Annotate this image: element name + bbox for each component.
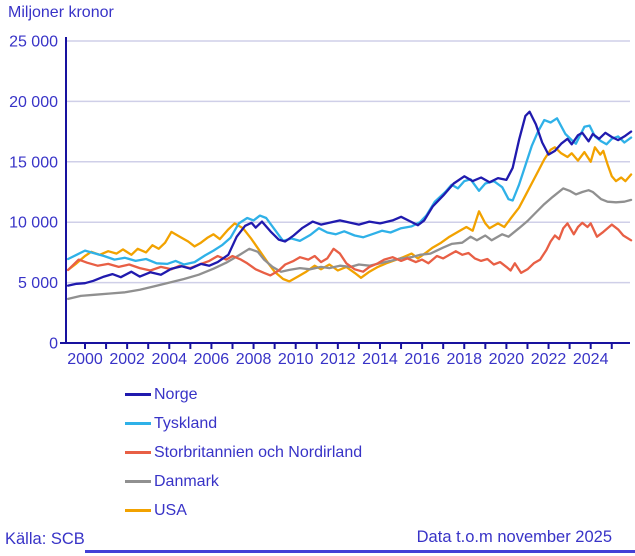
legend-label: Norge bbox=[154, 385, 198, 403]
legend-item-tyskland: Tyskland bbox=[125, 409, 362, 438]
x-tick-label: 2008 bbox=[236, 351, 272, 368]
x-tick-label: 2000 bbox=[67, 351, 103, 368]
x-tick-label: 2010 bbox=[278, 351, 314, 368]
x-tick-label: 2004 bbox=[151, 351, 187, 368]
legend-line-swatch bbox=[125, 422, 151, 425]
legend-label: Storbritannien och Nordirland bbox=[154, 443, 363, 461]
source-note: Källa: SCB bbox=[5, 530, 85, 548]
x-tick-label: 2022 bbox=[531, 351, 567, 368]
bottom-divider bbox=[85, 550, 635, 553]
chart-legend: Norge Tyskland Storbritannien och Nordir… bbox=[125, 380, 362, 525]
y-tick-label: 20 000 bbox=[9, 94, 58, 111]
legend-line-swatch bbox=[125, 393, 151, 396]
legend-line-swatch bbox=[125, 509, 151, 512]
x-tick-label: 2024 bbox=[573, 351, 609, 368]
legend-label: Tyskland bbox=[154, 414, 218, 432]
legend-item-norge: Norge bbox=[125, 380, 362, 409]
series-line bbox=[66, 117, 633, 266]
legend-item-storbritannien: Storbritannien och Nordirland bbox=[125, 438, 362, 467]
x-tick-label: 2014 bbox=[362, 351, 398, 368]
line-chart: 0 5 000 10 000 15 000 20 000 25 000 2000 2002 20… bbox=[9, 34, 633, 368]
x-tick-label: 2012 bbox=[320, 351, 356, 368]
x-tick-label: 2006 bbox=[194, 351, 230, 368]
legend-label: USA bbox=[154, 501, 187, 519]
y-tick-label: 0 bbox=[49, 336, 58, 353]
data-coverage-note: Data t.o.m november 2025 bbox=[416, 528, 612, 546]
legend-item-danmark: Danmark bbox=[125, 467, 362, 496]
y-tick-label: 10 000 bbox=[9, 215, 58, 232]
chart-unit-title: Miljoner kronor bbox=[8, 4, 114, 21]
legend-line-swatch bbox=[125, 480, 151, 483]
series-line bbox=[66, 110, 633, 287]
legend-label: Danmark bbox=[154, 472, 219, 490]
y-tick-label: 5 000 bbox=[18, 275, 58, 292]
x-tick-label: 2002 bbox=[109, 351, 145, 368]
y-tick-label: 15 000 bbox=[9, 154, 58, 171]
x-tick-label: 2018 bbox=[446, 351, 482, 368]
series-line bbox=[66, 146, 633, 283]
legend-item-usa: USA bbox=[125, 496, 362, 525]
legend-line-swatch bbox=[125, 451, 151, 454]
x-tick-label: 2016 bbox=[404, 351, 440, 368]
x-tick-label: 2020 bbox=[489, 351, 525, 368]
y-tick-label: 25 000 bbox=[9, 34, 58, 51]
